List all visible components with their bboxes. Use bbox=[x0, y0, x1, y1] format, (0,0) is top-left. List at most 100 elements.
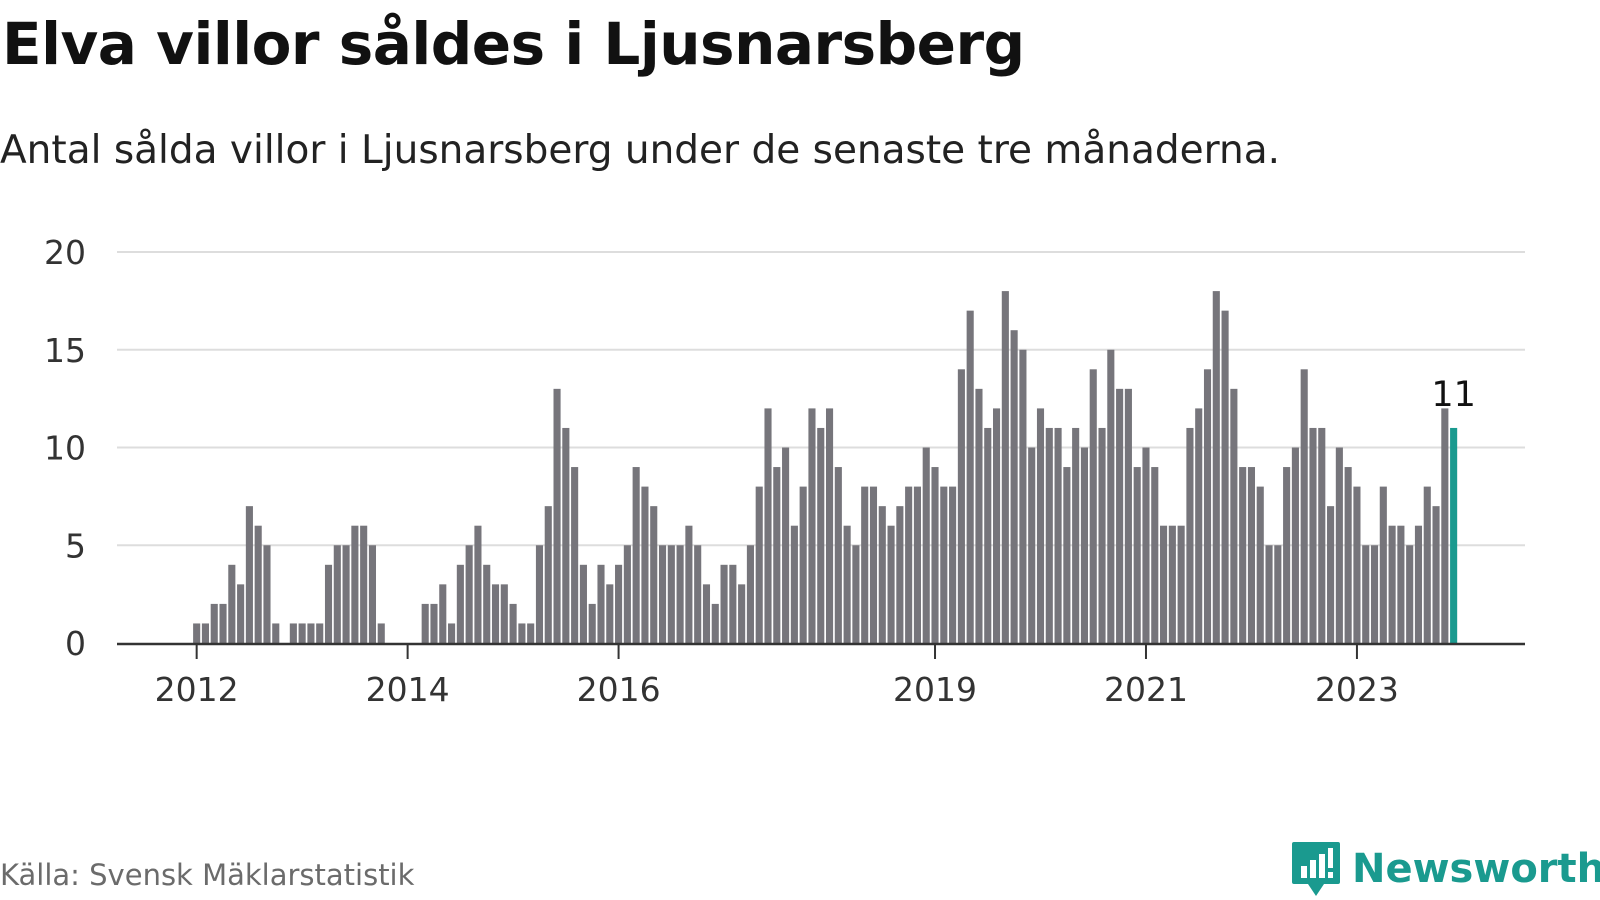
bar bbox=[931, 467, 939, 643]
brand-name: Newsworthy bbox=[1352, 846, 1600, 892]
x-tick-label: 2023 bbox=[1315, 670, 1399, 709]
bar bbox=[808, 408, 816, 643]
y-axis-ticks: 0 5 10 15 20 bbox=[44, 233, 86, 663]
bar bbox=[632, 467, 640, 643]
bar bbox=[1098, 427, 1106, 643]
bar bbox=[685, 525, 693, 643]
bar bbox=[957, 369, 965, 643]
bar bbox=[1001, 291, 1009, 643]
bar bbox=[790, 525, 798, 643]
bar bbox=[1045, 427, 1053, 643]
bar bbox=[940, 486, 948, 643]
source-note: Källa: Svensk Mäklarstatistik bbox=[0, 858, 415, 892]
x-tick-label: 2014 bbox=[366, 670, 450, 709]
bar bbox=[966, 310, 974, 643]
bar bbox=[1107, 349, 1115, 643]
bar bbox=[1300, 369, 1308, 643]
bar bbox=[1080, 447, 1088, 643]
bar bbox=[869, 486, 878, 643]
bar bbox=[782, 447, 790, 643]
bar bbox=[606, 584, 614, 643]
bar bbox=[1362, 545, 1370, 643]
bar bbox=[509, 603, 517, 643]
bar bbox=[1019, 349, 1027, 643]
bar bbox=[1151, 467, 1159, 643]
bar bbox=[764, 408, 772, 643]
bar bbox=[1203, 369, 1212, 643]
bar bbox=[1318, 427, 1326, 643]
bar bbox=[193, 623, 201, 643]
bar bbox=[1168, 525, 1176, 643]
bar bbox=[360, 525, 368, 643]
bar bbox=[324, 564, 333, 643]
x-tick-label: 2016 bbox=[577, 670, 661, 709]
bar bbox=[1116, 388, 1124, 643]
bar bbox=[588, 603, 596, 643]
bar bbox=[483, 564, 491, 643]
bar bbox=[641, 486, 649, 643]
bar bbox=[351, 525, 359, 643]
bar bbox=[1283, 467, 1291, 643]
bar bbox=[377, 623, 385, 643]
bar bbox=[1388, 525, 1396, 643]
bar bbox=[746, 545, 754, 643]
bar bbox=[254, 525, 262, 643]
x-tick-label: 2021 bbox=[1104, 670, 1188, 709]
bar bbox=[1327, 506, 1335, 643]
bar bbox=[1072, 427, 1080, 643]
bar bbox=[861, 486, 869, 643]
bar bbox=[1423, 486, 1431, 643]
bar bbox=[1335, 447, 1343, 643]
bar bbox=[773, 467, 781, 643]
bar bbox=[500, 584, 508, 643]
bar bbox=[1441, 408, 1449, 643]
bar bbox=[245, 506, 253, 643]
bar bbox=[527, 623, 535, 643]
bar bbox=[905, 486, 913, 643]
x-axis-ticks: 2012 2014 2016 2019 2021 2023 bbox=[155, 645, 1399, 709]
bar bbox=[1370, 545, 1379, 643]
bar bbox=[667, 545, 675, 643]
y-tick-label: 20 bbox=[44, 233, 86, 272]
bar bbox=[1186, 427, 1194, 643]
y-tick-label: 15 bbox=[44, 331, 86, 370]
bar bbox=[1414, 525, 1423, 643]
bar bbox=[1028, 447, 1036, 643]
chart-title: Elva villor såldes i Ljusnarsberg bbox=[2, 10, 1025, 78]
bar bbox=[1089, 369, 1097, 643]
bar bbox=[491, 584, 500, 643]
bar bbox=[1054, 427, 1062, 643]
bar bbox=[1124, 388, 1132, 643]
bar bbox=[896, 506, 904, 643]
bar bbox=[1397, 525, 1405, 643]
bar bbox=[228, 564, 236, 643]
bar-highlight bbox=[1450, 427, 1458, 643]
bar bbox=[201, 623, 209, 643]
bar bbox=[1256, 486, 1264, 643]
bar bbox=[1142, 447, 1150, 643]
newsworthy-logo-icon bbox=[1292, 842, 1340, 896]
bar bbox=[456, 564, 464, 643]
bar bbox=[702, 584, 711, 643]
bar bbox=[1036, 408, 1045, 643]
bar bbox=[1230, 388, 1238, 643]
bar bbox=[544, 506, 552, 643]
bar bbox=[535, 545, 544, 643]
y-tick-label: 5 bbox=[65, 526, 86, 565]
bar bbox=[597, 564, 605, 643]
chart-subtitle: Antal sålda villor i Ljusnarsberg under … bbox=[0, 128, 1281, 173]
bar bbox=[1195, 408, 1203, 643]
bar bbox=[237, 584, 245, 643]
bar bbox=[1247, 467, 1256, 643]
bar bbox=[1353, 486, 1361, 643]
bar bbox=[843, 525, 851, 643]
bar bbox=[887, 525, 895, 643]
bar bbox=[1291, 447, 1299, 643]
bar bbox=[333, 545, 341, 643]
bar bbox=[518, 623, 526, 643]
bar bbox=[817, 427, 825, 643]
bar bbox=[579, 564, 587, 643]
bar bbox=[562, 427, 570, 643]
bar bbox=[430, 603, 438, 643]
bar bbox=[474, 525, 482, 643]
